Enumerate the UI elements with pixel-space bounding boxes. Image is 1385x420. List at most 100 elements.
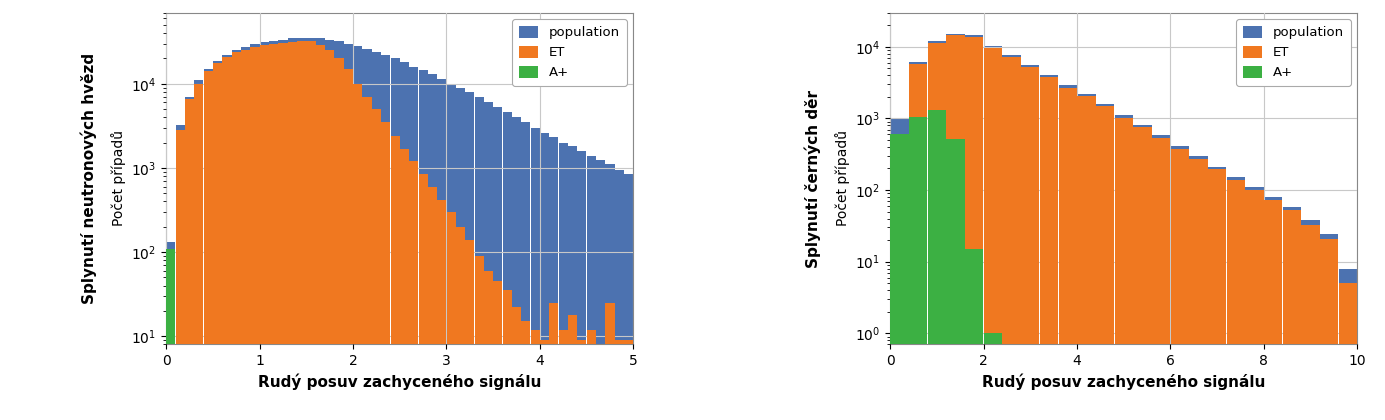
Bar bbox=[965, 249, 983, 420]
Bar bbox=[278, 39, 288, 420]
Bar bbox=[1283, 207, 1301, 420]
Bar bbox=[530, 330, 540, 420]
Bar bbox=[334, 58, 343, 420]
X-axis label: Rudý posuv zachyceného signálu: Rudý posuv zachyceného signálu bbox=[258, 374, 542, 390]
Bar bbox=[625, 174, 633, 420]
Bar bbox=[400, 149, 409, 420]
Bar bbox=[306, 41, 316, 420]
Bar bbox=[1040, 74, 1058, 420]
Bar bbox=[465, 240, 475, 420]
Bar bbox=[241, 50, 251, 420]
Bar bbox=[288, 42, 296, 420]
Bar bbox=[512, 117, 521, 420]
Bar bbox=[223, 55, 231, 420]
Bar bbox=[391, 58, 400, 420]
Bar bbox=[965, 37, 983, 420]
Bar bbox=[1078, 94, 1096, 420]
Bar bbox=[891, 134, 909, 420]
Bar bbox=[186, 97, 194, 420]
Bar bbox=[418, 70, 428, 420]
Bar bbox=[512, 307, 521, 420]
Bar bbox=[1152, 138, 1170, 420]
Bar bbox=[1152, 135, 1170, 420]
Bar bbox=[204, 69, 213, 420]
Bar bbox=[615, 170, 623, 420]
X-axis label: Rudý posuv zachyceného signálu: Rudý posuv zachyceného signálu bbox=[982, 374, 1266, 390]
Bar bbox=[540, 340, 548, 420]
Bar bbox=[928, 41, 946, 420]
Bar bbox=[1245, 190, 1263, 420]
Bar bbox=[400, 62, 409, 420]
Bar bbox=[625, 340, 633, 420]
Bar bbox=[578, 340, 586, 420]
Legend: population, ET, A+: population, ET, A+ bbox=[512, 19, 626, 86]
Bar bbox=[596, 344, 605, 420]
Bar bbox=[928, 43, 946, 420]
Bar bbox=[1003, 55, 1021, 420]
Bar bbox=[176, 126, 184, 420]
Bar bbox=[231, 50, 241, 420]
Bar bbox=[1302, 220, 1320, 420]
Y-axis label: Počet případů: Počet případů bbox=[111, 131, 126, 226]
Bar bbox=[587, 330, 596, 420]
Text: Splynutí černých děr: Splynutí černých děr bbox=[805, 89, 821, 268]
Bar bbox=[946, 34, 965, 420]
Bar bbox=[965, 35, 983, 420]
Bar bbox=[558, 142, 568, 420]
Bar bbox=[446, 84, 456, 420]
Bar bbox=[1283, 210, 1301, 420]
Bar bbox=[166, 252, 176, 420]
Bar bbox=[1190, 159, 1208, 420]
Bar bbox=[166, 249, 176, 420]
Bar bbox=[983, 48, 1003, 420]
Bar bbox=[371, 52, 381, 420]
Legend: population, ET, A+: population, ET, A+ bbox=[1235, 19, 1350, 86]
Bar bbox=[465, 92, 475, 420]
Bar bbox=[503, 291, 512, 420]
Bar bbox=[1227, 180, 1245, 420]
Bar bbox=[1339, 269, 1357, 420]
Bar bbox=[1021, 67, 1040, 420]
Bar bbox=[946, 139, 965, 420]
Bar bbox=[446, 212, 456, 420]
Bar bbox=[1265, 197, 1283, 420]
Bar bbox=[343, 69, 353, 420]
Bar bbox=[381, 122, 391, 420]
Bar bbox=[615, 340, 623, 420]
Bar bbox=[1302, 225, 1320, 420]
Bar bbox=[493, 107, 503, 420]
Bar bbox=[1133, 127, 1151, 420]
Bar bbox=[568, 147, 578, 420]
Bar bbox=[194, 80, 204, 420]
Bar bbox=[1320, 239, 1338, 420]
Bar bbox=[1170, 149, 1188, 420]
Bar bbox=[223, 57, 231, 420]
Bar bbox=[166, 242, 176, 420]
Bar bbox=[946, 35, 965, 420]
Bar bbox=[418, 174, 428, 420]
Y-axis label: Počet případů: Počet případů bbox=[835, 131, 849, 226]
Bar bbox=[578, 151, 586, 420]
Bar bbox=[409, 161, 418, 420]
Bar bbox=[213, 61, 222, 420]
Bar bbox=[1339, 283, 1357, 420]
Bar bbox=[334, 41, 343, 420]
Bar bbox=[316, 39, 325, 420]
Bar bbox=[605, 303, 615, 420]
Bar bbox=[363, 97, 371, 420]
Bar bbox=[483, 271, 493, 420]
Bar bbox=[269, 41, 278, 420]
Bar bbox=[186, 100, 194, 420]
Bar bbox=[1208, 169, 1226, 420]
Bar bbox=[983, 333, 1003, 420]
Bar bbox=[438, 200, 446, 420]
Bar bbox=[363, 49, 371, 420]
Bar bbox=[1078, 96, 1096, 420]
Bar bbox=[371, 109, 381, 420]
Bar bbox=[596, 160, 605, 420]
Bar bbox=[909, 62, 928, 420]
Bar bbox=[251, 47, 259, 420]
Bar bbox=[530, 128, 540, 420]
Bar bbox=[428, 74, 438, 420]
Bar bbox=[194, 84, 204, 420]
